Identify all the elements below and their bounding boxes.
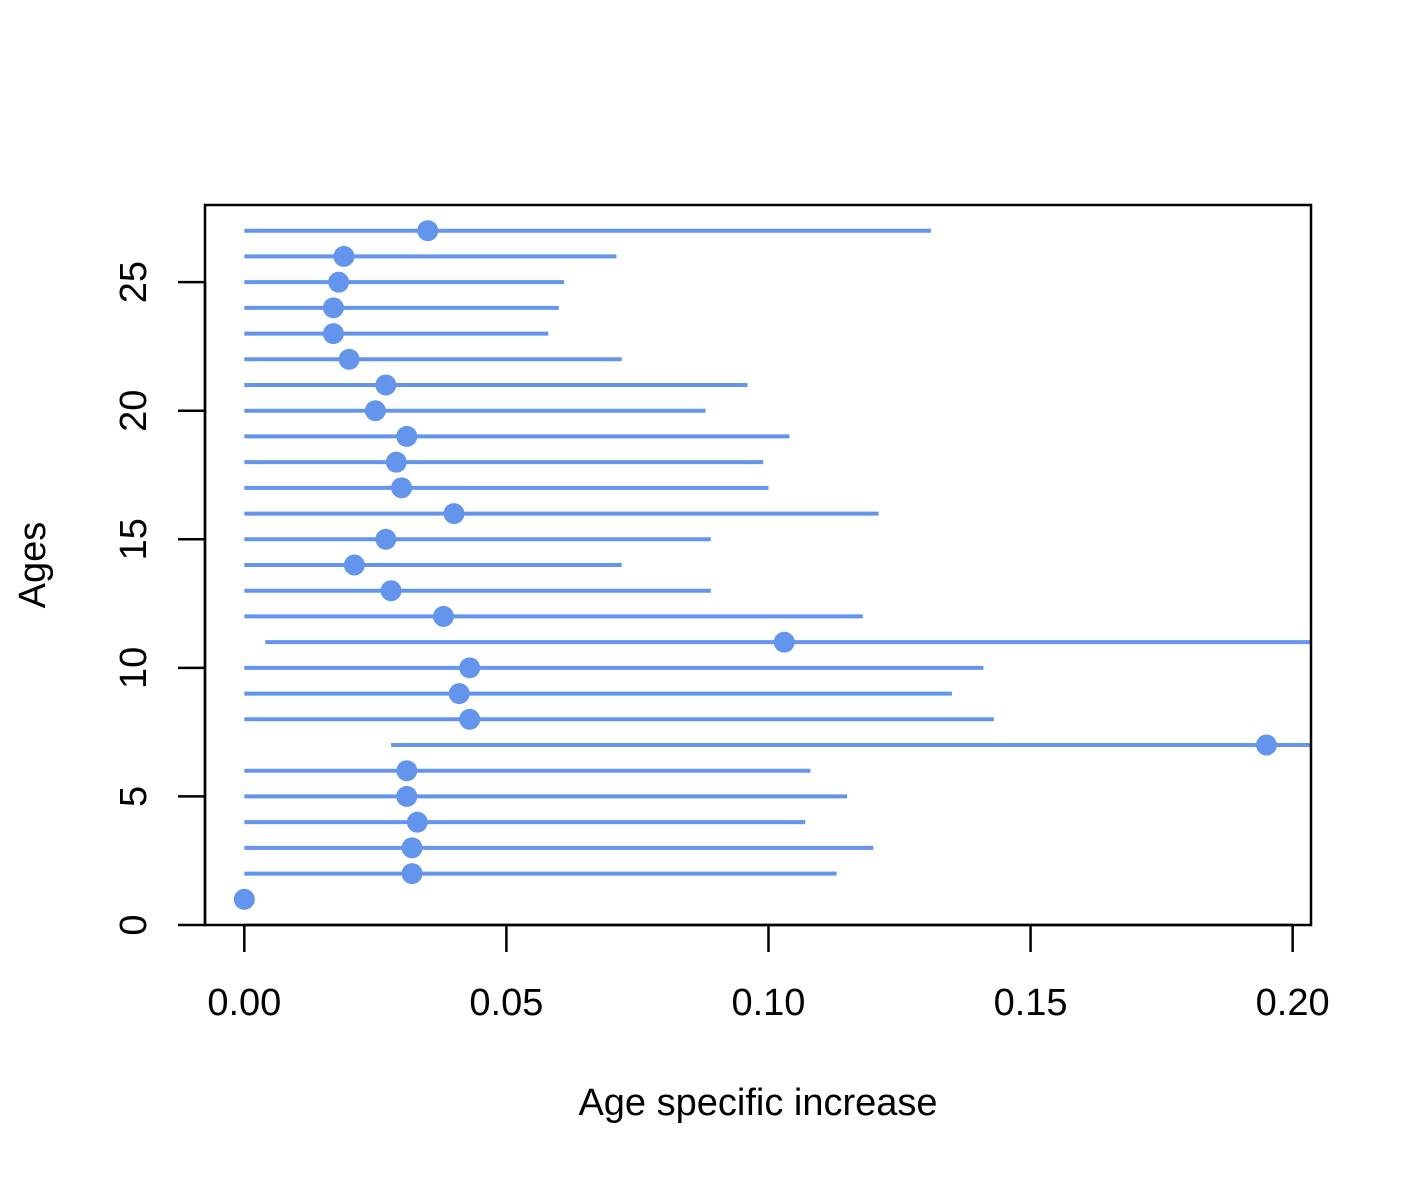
x-tick-label: 0.10 <box>731 982 805 1024</box>
y-tick-label: 20 <box>113 390 155 432</box>
estimate-point <box>406 811 428 833</box>
y-tick-label: 5 <box>113 786 155 807</box>
estimate-point <box>333 245 355 267</box>
estimate-point <box>448 683 470 705</box>
estimate-point <box>432 605 454 627</box>
x-tick-label: 0.00 <box>207 982 281 1024</box>
estimate-point <box>385 451 407 473</box>
estimate-point <box>343 554 365 576</box>
y-tick-label: 10 <box>113 647 155 689</box>
estimate-point <box>443 503 465 525</box>
estimate-point <box>328 271 350 293</box>
estimate-point <box>233 888 255 910</box>
x-tick-label: 0.05 <box>469 982 543 1024</box>
y-axis-label: Ages <box>12 522 54 609</box>
estimate-point <box>338 348 360 370</box>
estimate-point <box>364 400 386 422</box>
estimate-point <box>773 631 795 653</box>
estimate-point <box>396 425 418 447</box>
estimate-point <box>375 528 397 550</box>
estimate-point <box>459 657 481 679</box>
estimate-point <box>375 374 397 396</box>
estimate-point <box>1255 734 1277 756</box>
estimate-point <box>322 323 344 345</box>
estimate-point <box>391 477 413 499</box>
estimate-point <box>401 837 423 859</box>
y-tick-label: 0 <box>113 914 155 935</box>
estimate-point <box>380 580 402 602</box>
y-tick-label: 25 <box>113 261 155 303</box>
estimate-point <box>322 297 344 319</box>
y-axis: 0 5 10 15 20 25 <box>113 261 207 936</box>
estimate-point <box>401 863 423 885</box>
estimate-point <box>417 220 439 242</box>
x-axis-label: Age specific increase <box>578 1082 937 1124</box>
x-axis: 0.00 0.05 0.10 0.15 0.20 <box>207 923 1330 1024</box>
estimate-point <box>396 785 418 807</box>
estimate-point <box>396 760 418 782</box>
x-tick-label: 0.15 <box>994 982 1068 1024</box>
y-tick-label: 15 <box>113 518 155 560</box>
data-marks <box>233 220 1311 910</box>
x-tick-label: 0.20 <box>1256 982 1330 1024</box>
estimate-point <box>459 708 481 730</box>
